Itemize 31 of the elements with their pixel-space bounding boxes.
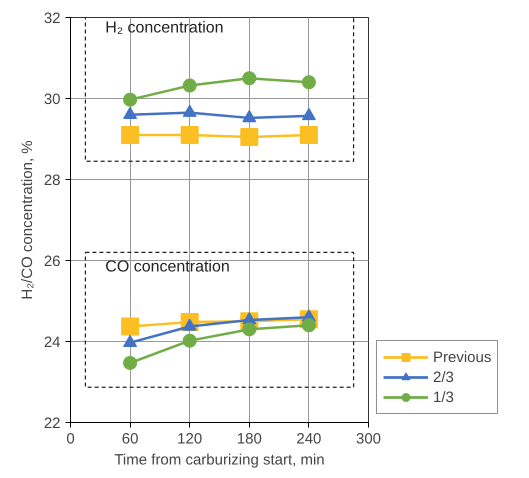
- legend-label: 2/3: [433, 368, 454, 386]
- annotation: CO concentration: [105, 258, 230, 276]
- x-tick-label: 0: [66, 430, 75, 448]
- y-tick-label: 32: [44, 10, 61, 27]
- y-tick-label: 22: [44, 415, 61, 432]
- x-tick-label: 180: [236, 430, 262, 448]
- x-tick-label: 60: [122, 430, 138, 448]
- point: [123, 92, 138, 107]
- y-tick-label: 26: [44, 253, 61, 270]
- point: [123, 356, 138, 370]
- point: [240, 128, 258, 146]
- y-tick-label: 28: [44, 172, 61, 189]
- x-tick-label: 240: [296, 430, 322, 448]
- point: [121, 126, 140, 144]
- point: [300, 126, 318, 144]
- legend-label: Previous: [433, 348, 492, 366]
- point: [182, 78, 197, 93]
- x-tick-label: 300: [356, 430, 382, 448]
- point: [242, 322, 256, 336]
- point: [302, 75, 316, 90]
- point: [242, 71, 256, 86]
- y-tick-label: 24: [44, 334, 61, 351]
- x-axis-title: Time from carburizing start, min: [114, 452, 325, 468]
- x-tick-label: 120: [177, 430, 202, 448]
- y-axis-title: H₂/CO concentration, %: [18, 140, 36, 300]
- y-tick-label: 30: [44, 91, 61, 108]
- annotation: H₂ concentration: [105, 20, 224, 37]
- point: [182, 334, 197, 348]
- point: [121, 318, 140, 336]
- legend-label: 1/3: [433, 388, 454, 406]
- point: [180, 126, 199, 144]
